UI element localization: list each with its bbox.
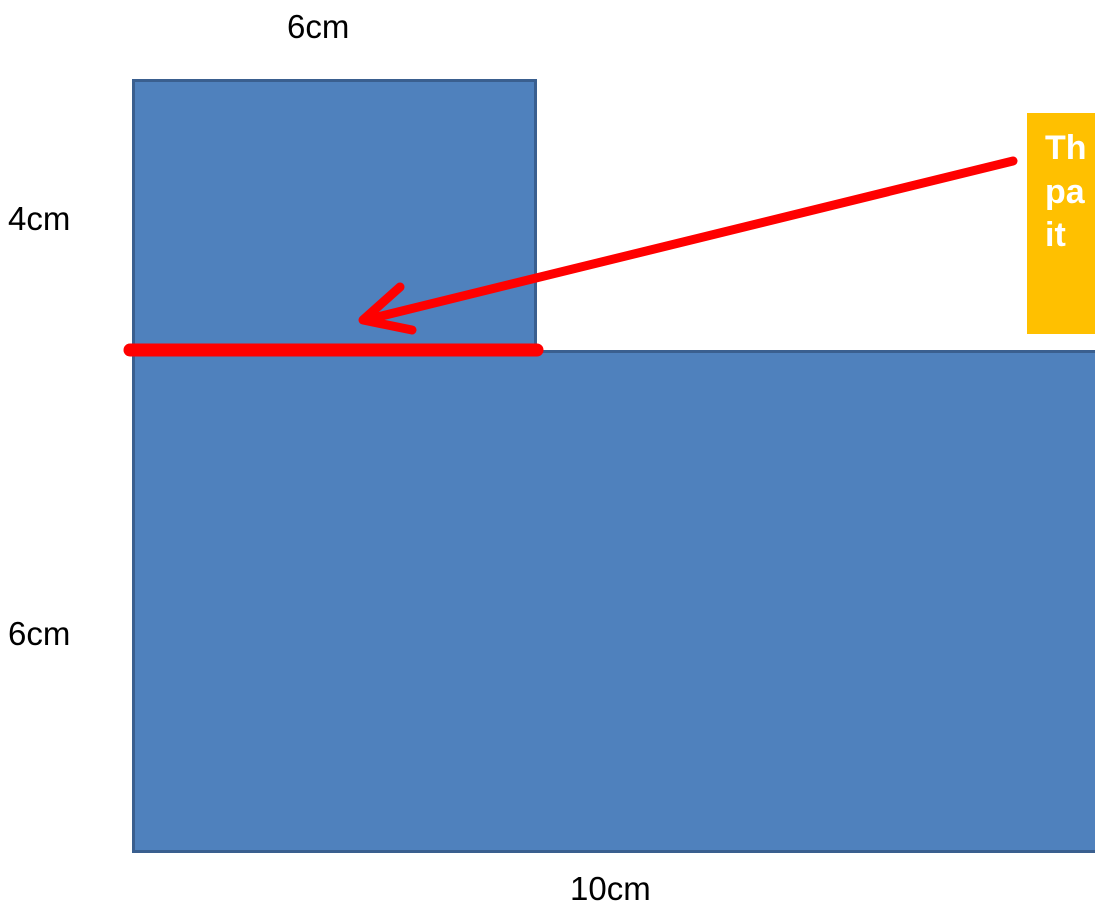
top-width-label: 6cm: [287, 8, 350, 45]
bottom-width-label: 10cm: [570, 870, 651, 907]
bottom-height-label: 6cm: [8, 615, 71, 652]
callout-line-3: it: [1045, 216, 1066, 255]
bottom-rectangle: [132, 350, 1095, 853]
pointer-arrowhead: [358, 282, 417, 335]
top-height-label: 4cm: [8, 200, 71, 237]
callout-box: Th pa it: [1027, 113, 1095, 334]
callout-line-2: pa: [1045, 172, 1085, 211]
callout-line-1: Th: [1045, 129, 1087, 167]
pointer-arrow-shaft: [360, 156, 1018, 325]
top-rectangle: [132, 79, 537, 353]
